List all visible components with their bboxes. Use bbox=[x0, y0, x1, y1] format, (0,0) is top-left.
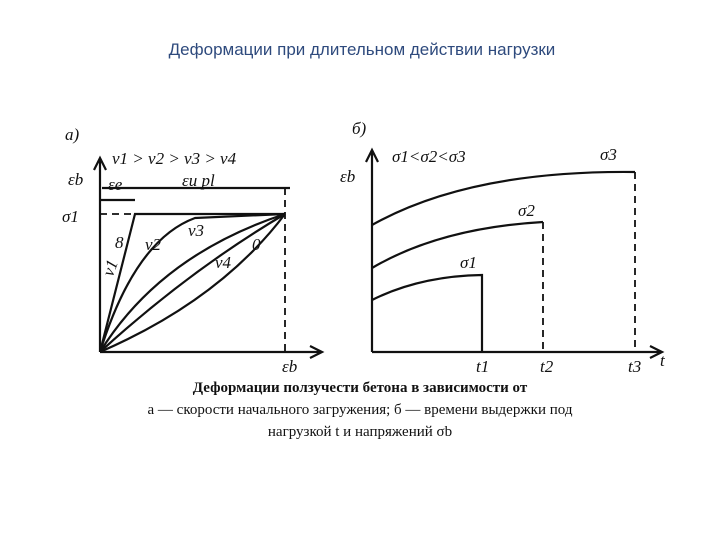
curve-label: σ3 bbox=[600, 145, 617, 164]
dashed-lines bbox=[542, 172, 636, 352]
time-label: t3 bbox=[628, 357, 641, 376]
curve bbox=[371, 220, 544, 269]
curve-label: 0 bbox=[252, 235, 261, 254]
time-label: t2 bbox=[540, 357, 554, 376]
curve-label: σ2 bbox=[518, 201, 535, 220]
caption-line: а — скорости начального загружения; б — … bbox=[148, 402, 573, 418]
dimension-lines bbox=[100, 186, 290, 202]
panel-label: а) bbox=[65, 125, 80, 144]
curve bbox=[371, 170, 636, 226]
curve-label: v2 bbox=[145, 235, 162, 254]
time-label: t1 bbox=[476, 357, 489, 376]
curve bbox=[99, 212, 286, 353]
caption-line: нагрузкой t и напряжений σb bbox=[268, 424, 452, 440]
axes bbox=[365, 147, 665, 359]
curve bbox=[98, 212, 285, 353]
slide-title: Деформации при длительном действии нагру… bbox=[169, 40, 556, 59]
x-axis-label: t bbox=[660, 351, 666, 370]
curve-label: σ1 bbox=[460, 253, 477, 272]
curve-label: v4 bbox=[215, 253, 232, 272]
stress-label: σ1 bbox=[62, 207, 79, 226]
curve bbox=[371, 273, 484, 352]
axes bbox=[93, 155, 325, 359]
panel-b: б) εb σ1<σ2<σ3 σ3 σ2 σ1 t1 t2 t3 t bbox=[340, 119, 666, 376]
curve-label: v3 bbox=[188, 221, 204, 240]
condition: v1 > v2 > v3 > v4 bbox=[112, 149, 237, 168]
elastic-label: εe bbox=[108, 175, 123, 194]
panel-a: а) εb εe εu pl v1 > v2 > v3 > v4 σ1 εb 8… bbox=[62, 125, 325, 376]
creep-label: εu pl bbox=[182, 171, 215, 190]
y-axis-label: εb bbox=[68, 170, 83, 189]
curve bbox=[99, 213, 286, 353]
curve bbox=[99, 213, 286, 354]
curve bbox=[98, 212, 286, 353]
y-axis-label: εb bbox=[340, 167, 355, 186]
panel-label: б) bbox=[352, 119, 367, 138]
x-axis-label: εb bbox=[282, 357, 297, 376]
curve-label: 8 bbox=[115, 233, 124, 252]
condition: σ1<σ2<σ3 bbox=[392, 147, 466, 166]
curve-label: v1 bbox=[99, 257, 122, 279]
caption-line: Деформации ползучести бетона в зависимос… bbox=[193, 380, 528, 396]
